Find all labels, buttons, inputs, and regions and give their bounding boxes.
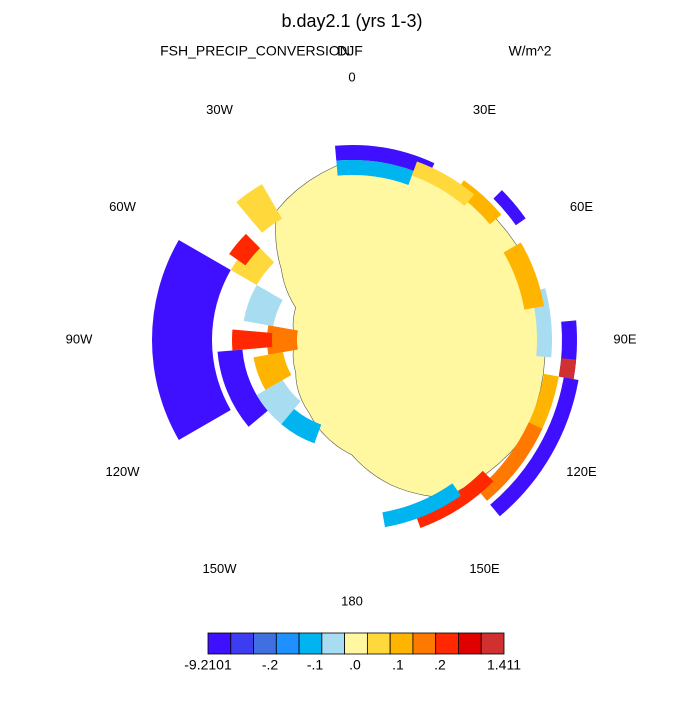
- left-string: FSH_PRECIP_CONVERSION: [160, 43, 350, 59]
- colorbar-box: [230, 632, 254, 655]
- longitude-label: 60W: [109, 199, 136, 214]
- colorbar-box: [389, 632, 414, 655]
- field-region: [230, 241, 275, 285]
- field-region: [411, 161, 475, 206]
- right-string: W/m^2: [508, 43, 551, 59]
- colorbar-box: [207, 632, 232, 655]
- field-region: [243, 285, 283, 327]
- field-region: [493, 190, 526, 226]
- longitude-label: 150W: [203, 561, 238, 576]
- colorbar-label: -.1: [307, 657, 324, 673]
- field-region: [503, 242, 545, 310]
- colorbar-box: [435, 632, 459, 655]
- field-region: [267, 325, 298, 355]
- longitude-label: 150E: [469, 561, 500, 576]
- colorbar: -9.2101 -.2 -.1 .0 .1 .2 1.411: [184, 632, 521, 673]
- longitude-label: 30E: [473, 102, 496, 117]
- map: [152, 145, 579, 528]
- longitude-label: 120W: [106, 464, 141, 479]
- field-region: [253, 352, 292, 390]
- title: b.day2.1 (yrs 1-3): [281, 11, 422, 31]
- colorbar-label: -.2: [262, 657, 279, 673]
- longitude-label: 90W: [66, 331, 93, 346]
- colorbar-box: [321, 632, 346, 655]
- colorbar-box: [458, 632, 482, 655]
- colorbar-label: 1.411: [487, 657, 521, 673]
- colorbar-label: -9.2101: [184, 657, 232, 673]
- colorbar-box: [412, 632, 437, 655]
- colorbar-label: .2: [434, 657, 446, 673]
- center-string: DJF: [337, 43, 363, 59]
- colorbar-box: [253, 632, 277, 655]
- longitude-labels: 0 30E 60E 90E 120E 150E 180 150W 120W 90W 60W 30W: [66, 69, 637, 608]
- longitude-label: 120E: [566, 464, 597, 479]
- longitude-label: 30W: [206, 102, 233, 117]
- field-region: [217, 349, 268, 427]
- colorbar-box: [366, 632, 391, 655]
- field-region: [229, 233, 261, 266]
- field-region: [152, 240, 231, 440]
- field-region: [232, 329, 273, 351]
- colorbar-label: .1: [392, 657, 404, 673]
- field-region: [281, 408, 322, 444]
- field-region: [236, 184, 282, 233]
- colorbar-box: [480, 632, 505, 655]
- longitude-label: 60E: [570, 199, 593, 214]
- field-region: [490, 377, 579, 517]
- longitude-label: 90E: [613, 331, 636, 346]
- longitude-label: 180: [341, 593, 363, 608]
- field-region: [336, 159, 414, 185]
- colorbar-box: [275, 632, 300, 655]
- field-region: [382, 483, 461, 528]
- colorbar-box: [298, 632, 323, 655]
- field-region: [335, 145, 435, 177]
- longitude-label: 0: [348, 69, 355, 84]
- field-region: [256, 380, 301, 425]
- field-region: [477, 422, 543, 501]
- colorbar-label: .0: [349, 657, 361, 673]
- field-region: [558, 358, 577, 380]
- colorbar-box: [344, 632, 368, 655]
